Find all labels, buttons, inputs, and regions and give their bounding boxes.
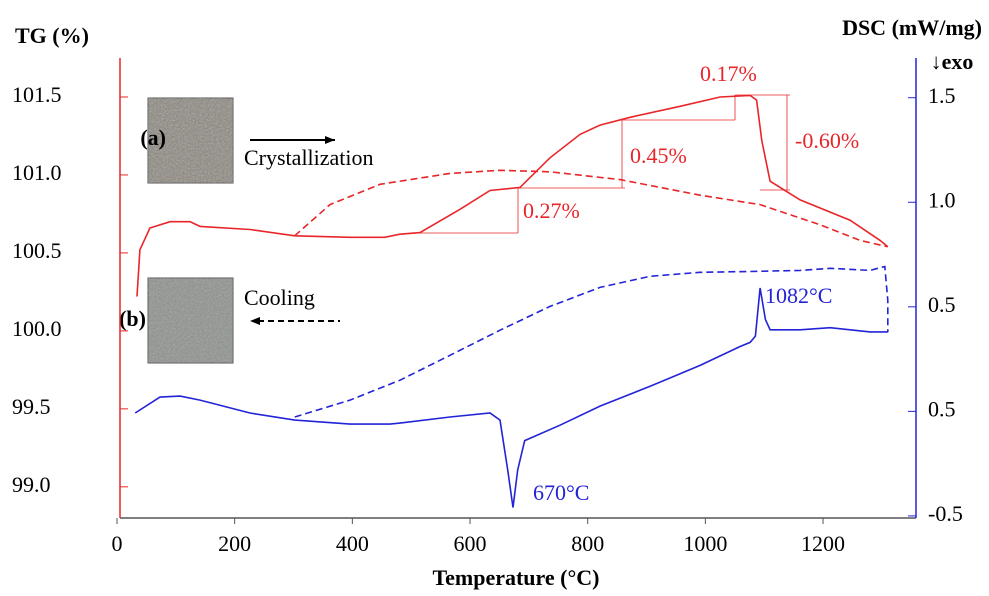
y2-sublabel: ↓exo [931, 49, 974, 74]
y-tick-label: 100.0 [12, 316, 62, 341]
annotation: (b) [119, 306, 146, 331]
y-tick-label: 101.5 [12, 82, 62, 107]
x-axis-label: Temperature (°C) [432, 565, 599, 590]
inset-images [147, 97, 234, 364]
y2-tick-label: -0.5 [928, 501, 963, 526]
annotation: 670°C [533, 480, 589, 505]
y-tick-label: 100.5 [12, 238, 62, 263]
x-tick-label: 800 [571, 531, 604, 556]
y2-tick-label: 1.5 [928, 83, 956, 108]
annotation-lines [410, 94, 790, 234]
y2-tick-label: 0.5 [928, 292, 956, 317]
arrow-head [250, 317, 260, 325]
x-tick-label: 400 [336, 531, 369, 556]
data-line [136, 94, 889, 297]
annotation: 0.17% [700, 61, 757, 86]
y-axis-label: TG (%) [15, 23, 89, 48]
y2-tick-label: 0.5 [928, 396, 956, 421]
x-tick-label: 1200 [801, 531, 845, 556]
x-tick-label: 600 [454, 531, 487, 556]
annotation: 0.27% [523, 198, 580, 223]
x-tick-label: 200 [218, 531, 251, 556]
image-a-texture [148, 98, 233, 183]
y2-axis-label: DSC (mW/mg) [842, 15, 982, 40]
annotation: Cooling [244, 285, 315, 310]
y-tick-label: 101.0 [12, 160, 62, 185]
y2-tick-label: 1.0 [928, 187, 956, 212]
image-b-texture [148, 278, 233, 363]
arrow-head [325, 136, 335, 144]
annotation: Crystallization [244, 145, 374, 170]
data-line [294, 265, 889, 418]
annotation: 1082°C [765, 283, 832, 308]
x-tick-label: 1000 [683, 531, 727, 556]
y-tick-label: 99.5 [12, 394, 51, 419]
data-line [294, 169, 888, 248]
data-line [134, 287, 888, 508]
x-tick-label: 0 [112, 531, 123, 556]
annotation: -0.60% [795, 128, 859, 153]
annotation: 0.45% [630, 143, 687, 168]
annotation: (a) [140, 125, 166, 150]
y-tick-label: 99.0 [12, 472, 51, 497]
